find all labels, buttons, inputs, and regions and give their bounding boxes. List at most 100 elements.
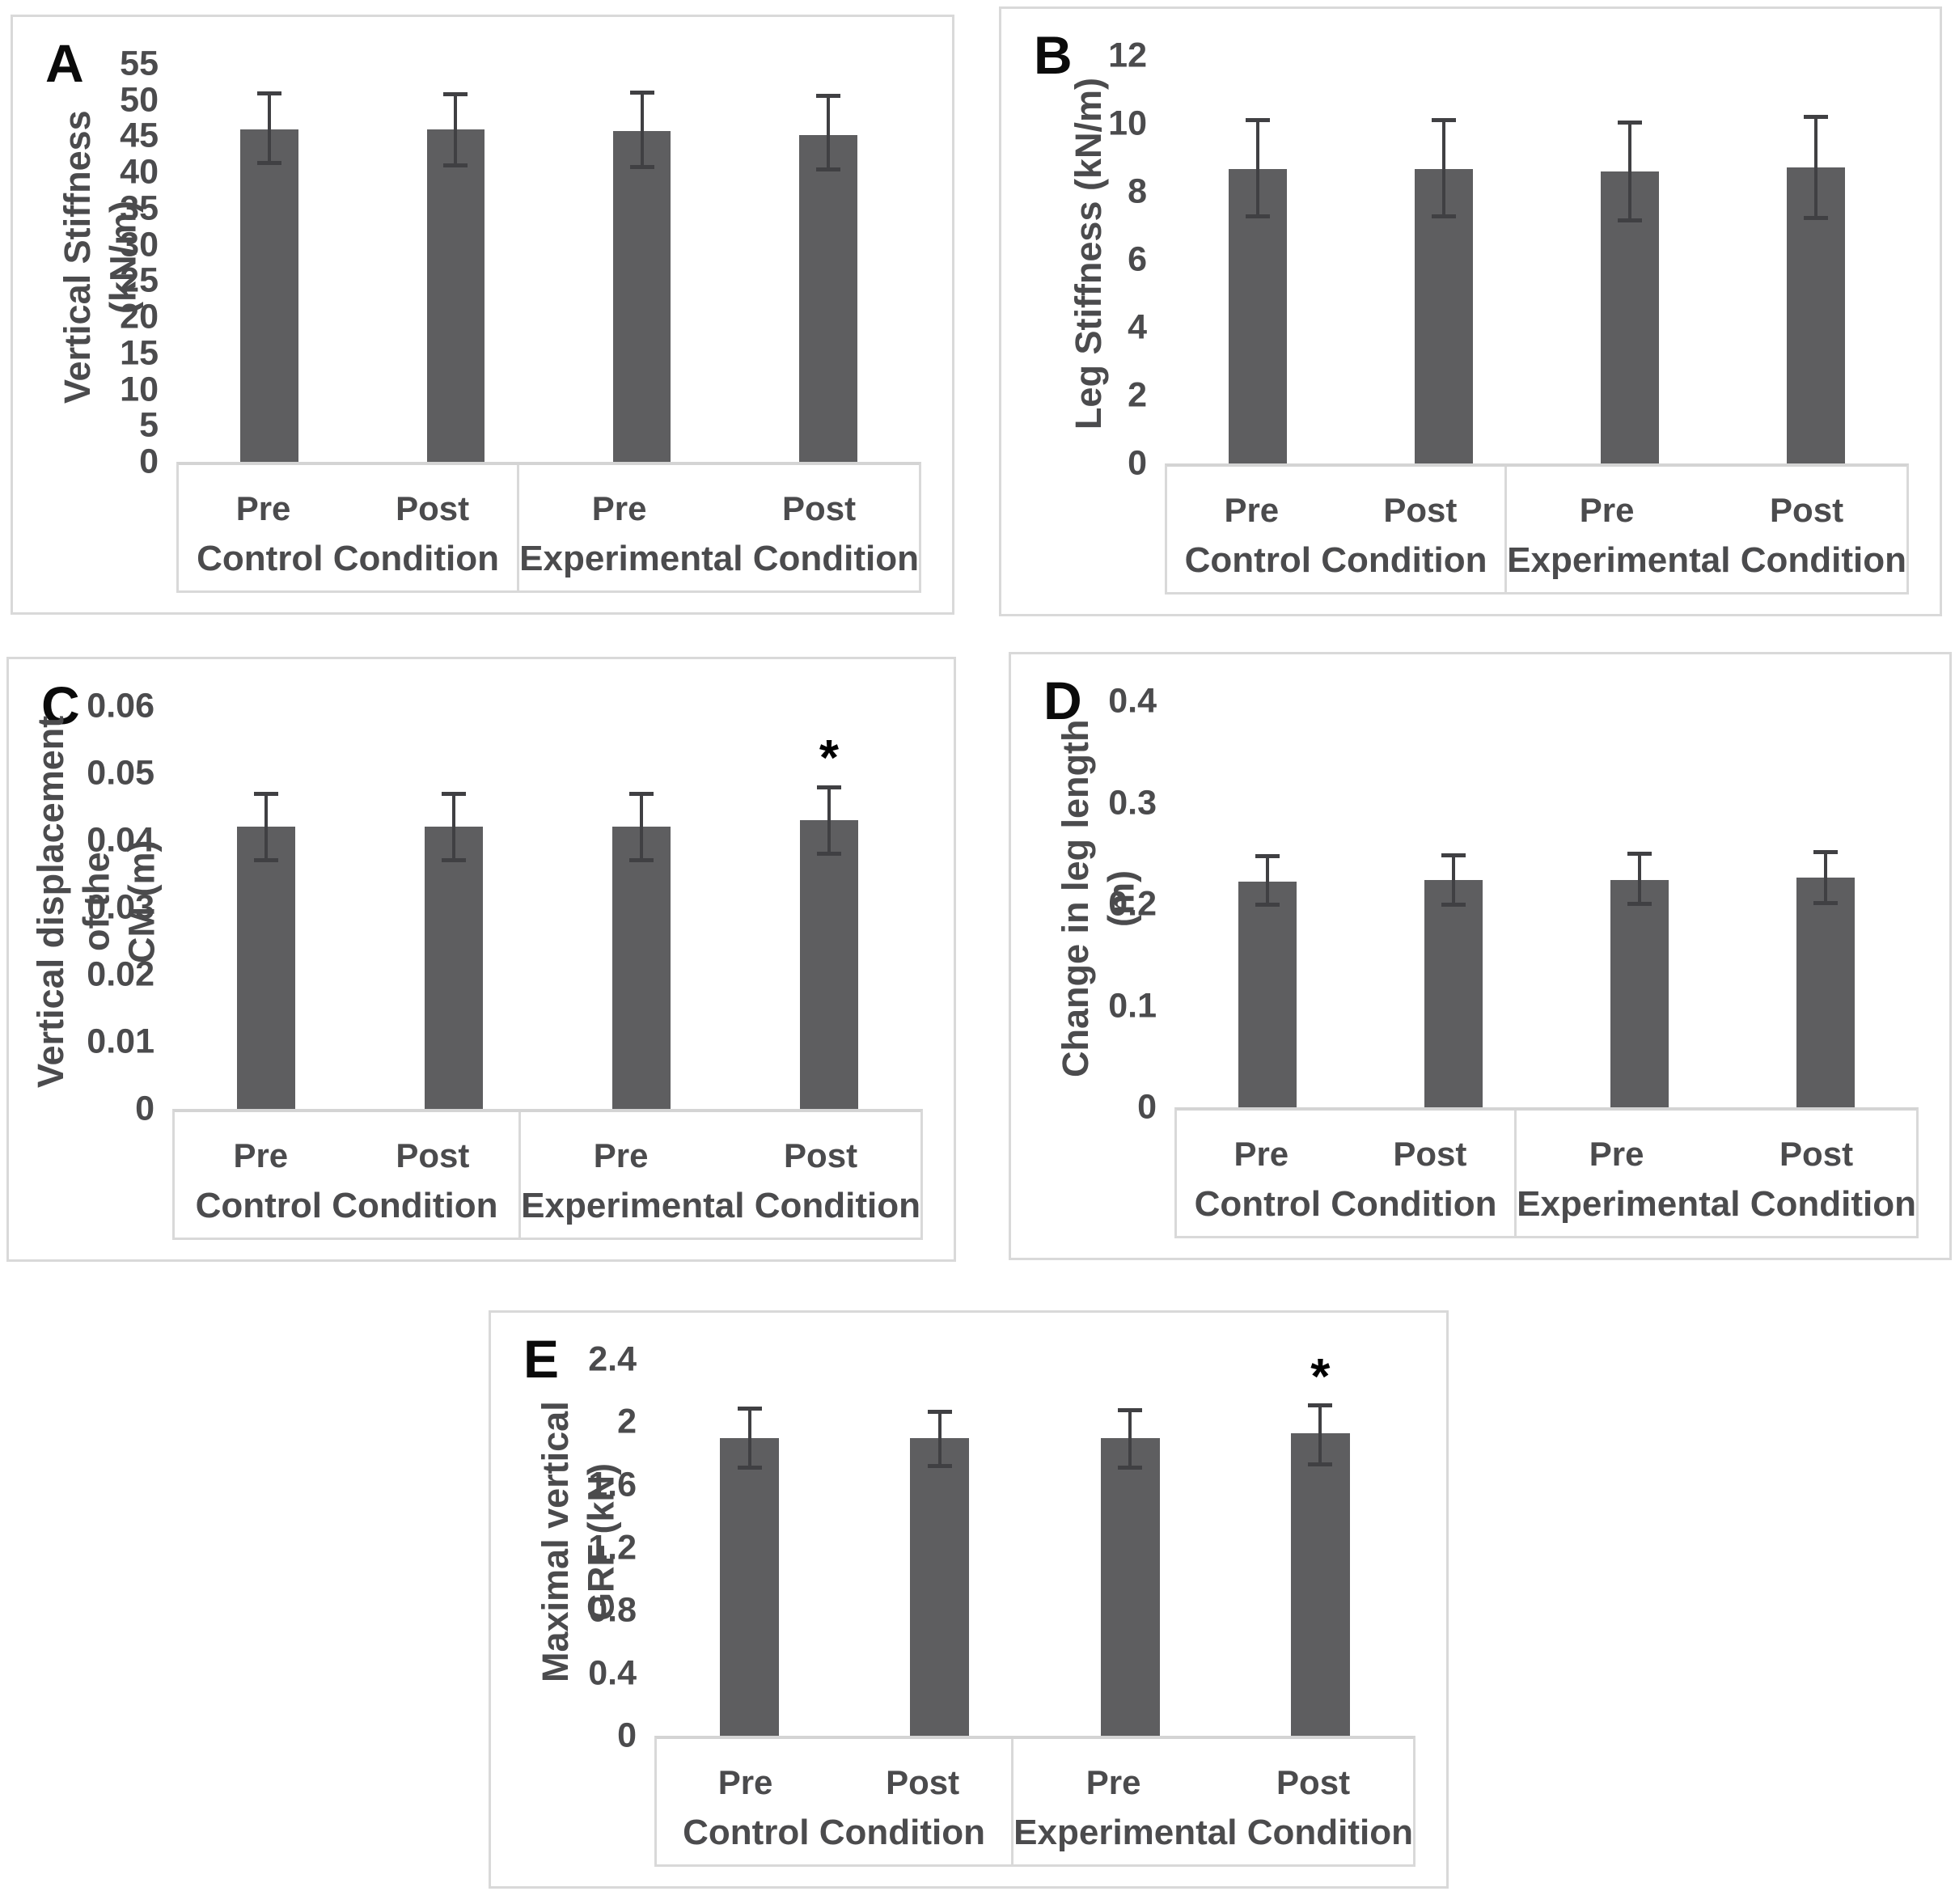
panel-a-letter: A [45,33,84,93]
group-label-experimental: Experimental Condition [1507,539,1906,580]
panel-d-x-axis-box: Pre Post Control Condition Pre Post Expe… [1174,1107,1919,1238]
x-tick-post: Post [1276,1763,1351,1801]
group-label-control: Control Condition [1184,539,1487,580]
x-tick-post: Post [784,1136,858,1174]
control-group: Pre Post Control Condition [179,465,517,590]
bar-pre-experimental [1100,1437,1160,1736]
y-tick-label: 0.1 [1108,986,1157,1025]
bar-pre-control [1238,882,1297,1107]
panel-c: C Vertical displacement of the CM (m) 0.… [6,657,956,1262]
x-tick-pre: Pre [233,1136,289,1174]
y-tick-label: 0.06 [87,686,154,726]
bar-pre-control [240,129,298,462]
y-tick-label: 40 [120,152,159,192]
bar-post-control [910,1437,970,1736]
control-group: Pre Post Control Condition [175,1112,518,1238]
y-tick-label: 35 [120,188,159,228]
error-bar [737,1407,762,1470]
experimental-group: Pre Post Experimental Condition [1504,467,1906,592]
x-tick-post: Post [396,489,470,527]
panel-e: E Maximal vertical GRF (kN) 2.4 2 1.6 1.2 0.… [489,1310,1449,1889]
panel-d-letter: D [1043,671,1082,730]
bar-post-experimental [799,134,857,462]
x-tick-pre: Pre [1589,1135,1644,1173]
y-tick-label: 45 [120,116,159,155]
y-tick-label: 50 [120,80,159,120]
panel-a-y-axis-ticks: 55 50 45 40 35 30 25 20 15 10 5 0 [13,44,165,481]
y-tick-label: 15 [120,333,159,373]
group-label-control: Control Condition [1194,1183,1497,1224]
panel-b-y-axis-ticks: 12 10 8 6 4 2 0 [1001,36,1153,483]
y-tick-label: 0 [139,442,159,481]
panel-a-x-axis-box: Pre Post Control Condition Pre Post Expe… [176,462,921,593]
panel-c-x-axis-box: Pre Post Control Condition Pre Post Expe… [172,1109,923,1240]
x-tick-post: Post [1393,1135,1467,1173]
group-label-control: Control Condition [683,1812,986,1852]
panel-a-plot-area [176,64,921,462]
panel-b: B Leg Stiffness (kN/m) 12 10 8 6 4 2 0 Pre Pos… [999,6,1942,616]
x-tick-pre: Pre [591,489,647,527]
y-tick-label: 0.4 [1108,681,1157,721]
error-bar [1441,853,1466,908]
panel-d-plot-area [1174,701,1919,1107]
x-tick-pre: Pre [235,489,291,527]
y-tick-label: 55 [120,44,159,83]
error-bar [257,91,282,166]
panel-e-letter: E [523,1329,560,1389]
y-tick-label: 0 [1137,1087,1157,1127]
y-tick-label: 0.05 [87,753,154,793]
x-tick-pre: Pre [1224,491,1280,529]
error-bar [629,90,654,169]
y-tick-label: 0.4 [588,1653,637,1692]
x-tick-post: Post [1383,491,1458,529]
bar-pre-experimental [612,827,671,1109]
error-bar [1118,1408,1143,1470]
bar-post-experimental [800,820,858,1109]
error-bar [815,94,840,171]
panel-e-plot-area: * [654,1349,1415,1736]
x-tick-pre: Pre [717,1763,773,1801]
x-tick-post: Post [886,1763,960,1801]
x-tick-pre: Pre [1085,1763,1141,1801]
y-tick-label: 0 [617,1716,637,1755]
x-tick-post: Post [782,489,857,527]
y-tick-label: 8 [1128,171,1147,211]
y-tick-label: 12 [1108,36,1147,75]
y-tick-label: 2 [617,1402,637,1441]
x-tick-post: Post [1779,1135,1854,1173]
y-tick-label: 0.04 [87,820,154,860]
experimental-group: Pre Post Experimental Condition [518,1112,920,1238]
error-bar [927,1409,952,1468]
panel-c-letter: C [41,675,80,735]
error-bar [1246,118,1270,219]
group-label-experimental: Experimental Condition [519,538,919,578]
control-group: Pre Post Control Condition [657,1739,1011,1864]
error-bar [629,791,654,862]
x-tick-pre: Pre [1234,1135,1289,1173]
experimental-group: Pre Post Experimental Condition [1514,1111,1916,1236]
significance-asterisk: * [819,730,840,787]
panel-b-letter: B [1034,25,1073,85]
error-bar [1308,1403,1333,1466]
y-tick-label: 2 [1128,375,1147,415]
panel-d-y-axis-ticks: 0.4 0.3 0.2 0.1 0 [1011,682,1163,1127]
y-tick-label: 0.3 [1108,783,1157,822]
panel-b-x-axis-box: Pre Post Control Condition Pre Post Expe… [1165,463,1909,594]
group-label-control: Control Condition [195,1185,498,1225]
y-tick-label: 0 [1128,443,1147,483]
y-tick-label: 1.6 [588,1465,637,1504]
y-tick-label: 30 [120,225,159,264]
bar-pre-experimental [612,131,671,462]
bar-pre-experimental [1610,879,1669,1107]
group-label-control: Control Condition [197,538,500,578]
panel-b-plot-area [1165,56,1909,463]
significance-asterisk: * [1310,1349,1331,1406]
experimental-group: Pre Post Experimental Condition [517,465,919,590]
bar-post-experimental [1290,1433,1350,1736]
y-tick-label: 0 [135,1089,154,1128]
panel-c-y-axis-ticks: 0.06 0.05 0.04 0.03 0.02 0.01 0 [9,687,161,1128]
error-bar [1432,118,1456,219]
y-tick-label: 0.03 [87,887,154,927]
y-tick-label: 25 [120,260,159,300]
